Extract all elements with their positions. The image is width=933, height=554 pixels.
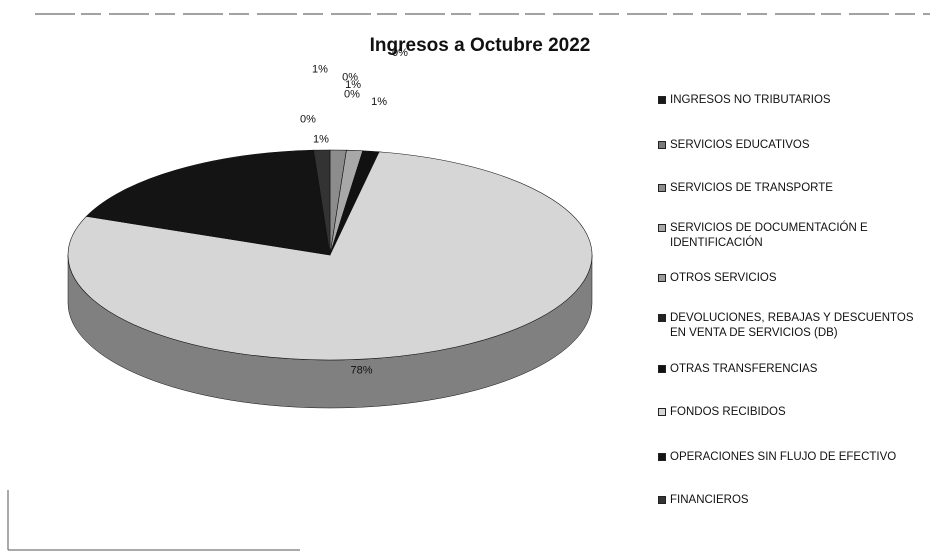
chart-title: Ingresos a Octubre 2022 <box>370 35 591 56</box>
data-label: 0% <box>300 113 316 125</box>
legend-item: OPERACIONES SIN FLUJO DE EFECTIVO <box>658 450 930 465</box>
legend-item: SERVICIOS DE DOCUMENTACIÓN E IDENTIFICAC… <box>658 221 930 251</box>
legend-swatch <box>658 453 666 461</box>
pie-slice <box>313 149 331 256</box>
legend-item: DEVOLUCIONES, REBAJAS Y DESCUENTOS EN VE… <box>658 311 930 341</box>
legend-swatch <box>658 274 666 282</box>
legend-label: OPERACIONES SIN FLUJO DE EFECTIVO <box>670 451 897 463</box>
legend-item: SERVICIOS DE TRANSPORTE <box>658 181 930 196</box>
data-label: 0% <box>392 47 408 59</box>
data-label: 1% <box>312 64 328 76</box>
legend-item: OTRAS TRANSFERENCIAS <box>658 362 930 377</box>
data-label: 0% <box>344 89 360 101</box>
legend-item: INGRESOS NO TRIBUTARIOS <box>658 93 930 108</box>
legend-label: SERVICIOS DE DOCUMENTACIÓN E IDENTIFICAC… <box>670 222 868 249</box>
pie-slice <box>67 151 593 361</box>
legend-label: SERVICIOS EDUCATIVOS <box>670 139 810 151</box>
data-label: 1% <box>313 133 329 145</box>
legend-label: DEVOLUCIONES, REBAJAS Y DESCUENTOS EN VE… <box>670 312 914 339</box>
legend-swatch <box>658 408 666 416</box>
legend-swatch <box>658 314 666 322</box>
pie-slice <box>85 149 331 256</box>
data-label: 78% <box>351 364 373 376</box>
legend-swatch <box>658 496 666 504</box>
legend-label: OTRAS TRANSFERENCIAS <box>670 363 818 375</box>
legend-swatch <box>658 224 666 232</box>
legend-label: INGRESOS NO TRIBUTARIOS <box>670 94 831 106</box>
legend-label: FONDOS RECIBIDOS <box>670 406 786 418</box>
legend-swatch <box>658 184 666 192</box>
data-label: 1% <box>345 79 361 91</box>
data-label: 1% <box>371 96 387 108</box>
legend-label: SERVICIOS DE TRANSPORTE <box>670 182 833 194</box>
legend-item: FONDOS RECIBIDOS <box>658 405 930 420</box>
legend-item: FINANCIEROS <box>658 493 930 508</box>
data-label: 0% <box>342 72 358 84</box>
pie <box>67 149 593 409</box>
legend-item: OTROS SERVICIOS <box>658 271 930 286</box>
legend-swatch <box>658 365 666 373</box>
legend-item: SERVICIOS EDUCATIVOS <box>658 138 930 153</box>
legend-swatch <box>658 96 666 104</box>
legend-swatch <box>658 141 666 149</box>
legend-label: OTROS SERVICIOS <box>670 272 777 284</box>
legend-label: FINANCIEROS <box>670 494 749 506</box>
